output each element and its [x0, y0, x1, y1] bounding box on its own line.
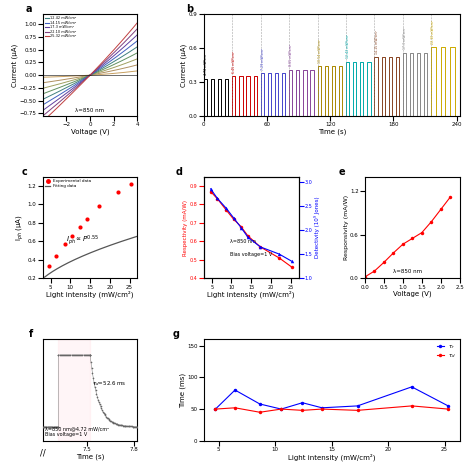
Text: $I_{ph}\propto P^{0.55}$: $I_{ph}\propto P^{0.55}$: [66, 234, 100, 247]
Text: 10.54 mW/cm²: 10.54 mW/cm²: [318, 39, 322, 63]
$\tau_d$: [355, 408, 360, 413]
$\tau_d$: [232, 405, 238, 410]
$\tau_d$: [445, 406, 451, 412]
Text: 17.3 mW/cm²: 17.3 mW/cm²: [403, 27, 407, 49]
Text: g: g: [173, 329, 180, 339]
X-axis label: Time (s): Time (s): [318, 128, 346, 135]
Y-axis label: Current (μA): Current (μA): [12, 44, 18, 87]
Text: d: d: [175, 167, 182, 177]
Text: 4.72 mW/cm²: 4.72 mW/cm²: [204, 53, 208, 75]
$\tau_d$: [257, 410, 263, 415]
Text: c: c: [22, 167, 27, 177]
X-axis label: Light intensity (mW/cm²): Light intensity (mW/cm²): [288, 454, 375, 461]
Legend: Experimental data, Fitting data: Experimental data, Fitting data: [45, 179, 92, 189]
Text: f: f: [28, 329, 33, 339]
X-axis label: Light intensity (mW/cm²): Light intensity (mW/cm²): [46, 291, 134, 299]
$\tau_r$: [319, 405, 325, 410]
Bar: [58, 339, 90, 441]
$\tau_r$: [300, 400, 305, 406]
$\tau_r$: [278, 406, 284, 412]
$\tau_r$: [445, 403, 451, 409]
$\tau_d$: [278, 406, 284, 412]
Y-axis label: Current (μA): Current (μA): [181, 44, 187, 87]
Y-axis label: Respectivity (mA/W): Respectivity (mA/W): [183, 200, 189, 255]
X-axis label: Voltage (V): Voltage (V): [71, 128, 109, 135]
Text: λ=850 nm@4.72 mW/cm²
Bias voltage=1 V: λ=850 nm@4.72 mW/cm² Bias voltage=1 V: [45, 426, 109, 437]
$\tau_r$: [213, 406, 219, 412]
$\tau_d$: [319, 406, 325, 412]
X-axis label: Time (s): Time (s): [76, 454, 104, 460]
Y-axis label: Responsivity (mA/W): Responsivity (mA/W): [344, 195, 348, 260]
Legend: 12.42 mW/cm², 14.15 mW/cm², 17.3 mW/cm², 22.10 mW/cm², 25.32 mW/cm²: 12.42 mW/cm², 14.15 mW/cm², 17.3 mW/cm²,…: [45, 16, 76, 39]
$\tau_r$: [257, 401, 263, 407]
$\tau_r$: [409, 384, 415, 390]
X-axis label: Voltage (V): Voltage (V): [393, 291, 432, 298]
Legend: $\tau_r$, $\tau_d$: $\tau_r$, $\tau_d$: [436, 342, 457, 361]
Text: λ=850 nm: λ=850 nm: [393, 269, 422, 274]
Text: $\tau_d$=52.6 ms: $\tau_d$=52.6 ms: [92, 379, 127, 388]
Text: b: b: [186, 4, 193, 14]
Y-axis label: Time (ms): Time (ms): [179, 373, 186, 408]
X-axis label: Light intensity (mW/cm²): Light intensity (mW/cm²): [208, 291, 295, 299]
Y-axis label: I$_{ph}$ (μA): I$_{ph}$ (μA): [15, 214, 26, 241]
Text: 8.65 mW/cm²: 8.65 mW/cm²: [289, 44, 293, 66]
Line: $\tau_d$: $\tau_d$: [214, 404, 450, 414]
Text: 12.42 mW/cm²: 12.42 mW/cm²: [346, 34, 350, 58]
$\tau_d$: [300, 408, 305, 413]
$\tau_d$: [409, 403, 415, 409]
$\tau_r$: [232, 387, 238, 393]
Text: e: e: [338, 167, 345, 177]
Text: //: //: [40, 448, 46, 457]
Text: Bias voltage=1 V: Bias voltage=1 V: [230, 252, 273, 257]
Text: λ=850 nm: λ=850 nm: [75, 108, 105, 113]
Text: 7.29 mW/cm²: 7.29 mW/cm²: [261, 47, 265, 70]
Text: 14.15 mW/cm²: 14.15 mW/cm²: [374, 30, 379, 54]
Text: 22.10 mW/cm²: 22.10 mW/cm²: [431, 19, 436, 44]
Y-axis label: Detectivity (10⁹ Jones): Detectivity (10⁹ Jones): [314, 197, 320, 258]
$\tau_d$: [213, 406, 219, 412]
Text: a: a: [26, 4, 32, 14]
Text: λ=850 nm: λ=850 nm: [230, 239, 256, 244]
Text: 6.45 mW/cm²: 6.45 mW/cm²: [232, 51, 237, 73]
$\tau_r$: [355, 403, 360, 409]
Line: $\tau_r$: $\tau_r$: [214, 385, 450, 411]
